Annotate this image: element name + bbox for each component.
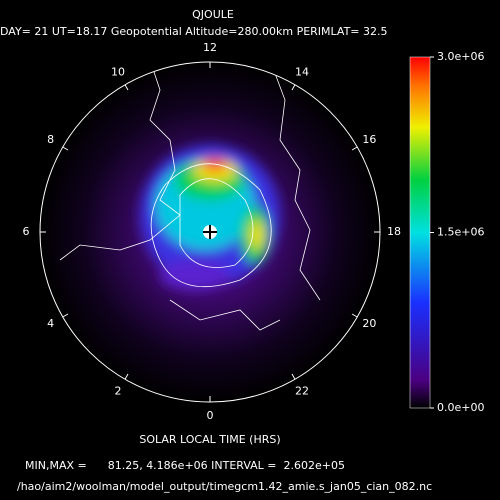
- hour-tick: [291, 373, 296, 380]
- pole-cross: [203, 225, 217, 239]
- hour-tick: [291, 84, 296, 91]
- hour-label: 12: [203, 41, 217, 54]
- hour-tick: [62, 146, 69, 151]
- title: QJOULE: [192, 8, 234, 21]
- hour-label: 20: [362, 317, 376, 330]
- hour-label: 4: [47, 317, 54, 330]
- hour-label: 6: [23, 225, 30, 238]
- colorbar: [409, 56, 431, 409]
- axis-label: SOLAR LOCAL TIME (HRS): [139, 433, 280, 446]
- file-path: /hao/aim2/woolman/model_output/timegcm1.…: [17, 480, 432, 493]
- hour-label: 10: [111, 66, 125, 79]
- hour-tick: [351, 313, 358, 318]
- hour-tick: [124, 373, 129, 380]
- hour-label: 14: [295, 66, 309, 79]
- colorbar-label: 1.5e+06: [437, 226, 484, 239]
- colorbar-label: 0.0e+00: [437, 401, 484, 414]
- colorbar-label: 3.0e+06: [437, 50, 484, 63]
- stats: MIN,MAX = 81.25, 4.186e+06 INTERVAL = 2.…: [25, 459, 345, 472]
- hour-label: 22: [295, 384, 309, 397]
- hour-label: 18: [387, 225, 401, 238]
- hour-label: 8: [47, 133, 54, 146]
- hour-label: 16: [362, 133, 376, 146]
- hour-tick: [62, 313, 69, 318]
- hour-label: 0: [207, 409, 214, 422]
- hour-label: 2: [115, 384, 122, 397]
- subtitle: DAY= 21 UT=18.17 Geopotential Altitude=2…: [0, 25, 388, 38]
- hour-tick: [124, 84, 129, 91]
- hour-tick: [351, 146, 358, 151]
